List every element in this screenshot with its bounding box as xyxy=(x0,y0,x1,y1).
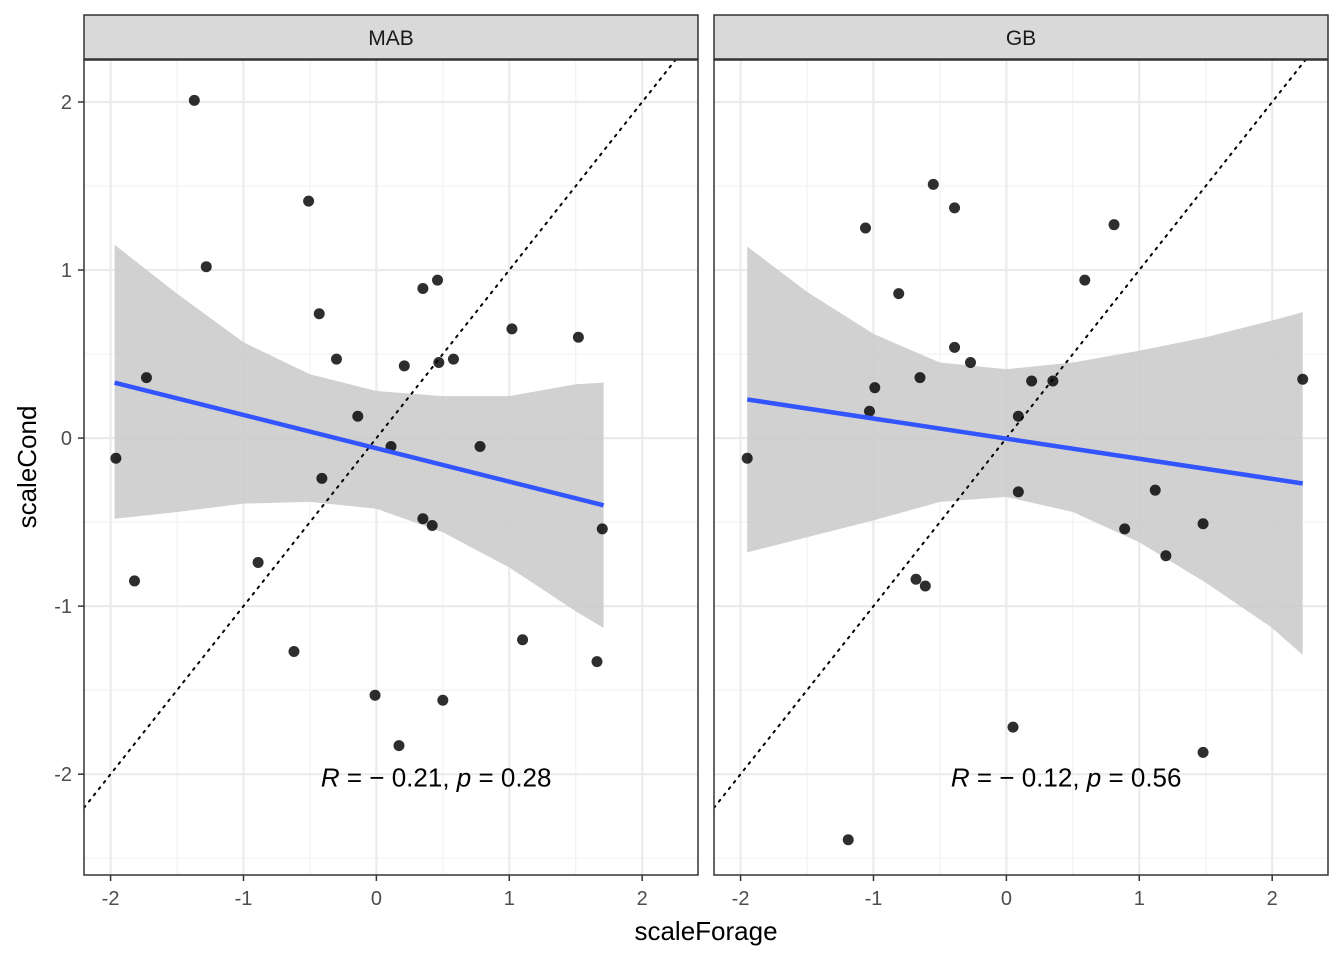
data-point xyxy=(140,372,152,384)
x-tick-label: -2 xyxy=(102,888,120,910)
data-point xyxy=(252,556,264,568)
data-point xyxy=(398,360,410,372)
data-point xyxy=(596,523,608,535)
data-point xyxy=(313,308,325,320)
correlation-annotation: R = − 0.21, p = 0.28 xyxy=(321,763,552,793)
annotation-symbol: p xyxy=(456,763,471,793)
data-point xyxy=(369,689,381,701)
x-tick-label: -2 xyxy=(732,888,750,910)
data-point xyxy=(1197,746,1209,758)
data-point xyxy=(437,694,449,706)
facet-strip xyxy=(713,14,1329,60)
panel-mab: R = − 0.21, p = 0.28 MAB -2 -1 0 1 2 -2 -1 0 1 2 xyxy=(54,14,699,910)
y-tick-label: 2 xyxy=(61,92,72,114)
y-axis-title: scaleCond xyxy=(12,406,42,529)
data-point xyxy=(417,283,429,295)
data-point xyxy=(188,94,200,106)
data-point xyxy=(331,353,343,365)
reference-line-identity xyxy=(84,60,677,809)
data-point xyxy=(1047,375,1059,387)
data-point xyxy=(1108,219,1120,231)
data-point xyxy=(1149,484,1161,496)
data-point xyxy=(1297,373,1309,385)
y-tick-label: 1 xyxy=(61,260,72,282)
data-point xyxy=(914,372,926,384)
data-point xyxy=(417,513,429,525)
correlation-annotation: R = − 0.12, p = 0.56 xyxy=(951,763,1182,793)
facet-strip-label: MAB xyxy=(368,27,414,50)
x-axis-title: scaleForage xyxy=(634,916,777,946)
data-point xyxy=(860,222,872,234)
regression-line xyxy=(114,380,605,508)
data-point xyxy=(433,356,445,368)
data-point xyxy=(432,274,444,286)
x-tick-label: 2 xyxy=(1267,888,1278,910)
data-point xyxy=(842,834,854,846)
x-tick-label: 1 xyxy=(504,888,515,910)
data-point xyxy=(741,452,753,464)
data-point xyxy=(919,580,931,592)
annotation-value: = 0.28 xyxy=(471,763,551,793)
data-point xyxy=(927,178,939,190)
y-tick-label: 0 xyxy=(61,428,72,450)
data-point xyxy=(352,410,364,422)
x-tick-label: 0 xyxy=(371,888,382,910)
data-point xyxy=(1197,518,1209,530)
data-point xyxy=(447,353,459,365)
x-tick-label: -1 xyxy=(235,888,253,910)
data-point xyxy=(1007,721,1019,733)
x-tick-label: -1 xyxy=(865,888,883,910)
data-point xyxy=(910,573,922,585)
data-point xyxy=(949,341,961,353)
data-point xyxy=(1079,274,1091,286)
data-point xyxy=(426,519,438,531)
x-tick-label: 2 xyxy=(637,888,648,910)
data-point xyxy=(572,331,584,343)
data-point xyxy=(110,452,122,464)
regression-line xyxy=(746,397,1304,486)
annotation-symbol: R xyxy=(951,763,970,793)
x-tick-label: 1 xyxy=(1134,888,1145,910)
facet-strip xyxy=(83,14,699,60)
data-point xyxy=(1160,550,1172,562)
data-point xyxy=(517,634,529,646)
annotation-symbol: R xyxy=(321,763,340,793)
annotation-value: = − 0.12, xyxy=(970,763,1087,793)
data-point xyxy=(303,195,315,207)
panel-gb: R = − 0.12, p = 0.56 GB -2 -1 0 1 2 xyxy=(713,14,1329,910)
panel-border xyxy=(83,59,699,876)
data-point xyxy=(949,202,961,214)
x-tick-label: 0 xyxy=(1001,888,1012,910)
data-point xyxy=(1012,486,1024,498)
panel-border xyxy=(713,59,1329,876)
data-point xyxy=(316,472,328,484)
annotation-symbol: p xyxy=(1086,763,1101,793)
annotation-value: = 0.56 xyxy=(1101,763,1181,793)
data-point xyxy=(1026,375,1038,387)
data-point xyxy=(200,261,212,273)
data-point xyxy=(591,656,603,668)
y-tick-label: -2 xyxy=(54,764,72,786)
data-point xyxy=(869,382,881,394)
data-point xyxy=(506,323,518,335)
data-point xyxy=(288,646,300,658)
data-point xyxy=(393,740,405,752)
data-point xyxy=(863,405,875,417)
data-point xyxy=(129,575,141,587)
data-point xyxy=(1119,523,1131,535)
data-point xyxy=(474,440,486,452)
confidence-ribbon xyxy=(114,244,604,629)
data-point xyxy=(1012,410,1024,422)
reference-line-identity xyxy=(714,60,1307,809)
data-point xyxy=(964,356,976,368)
annotation-value: = − 0.21, xyxy=(340,763,457,793)
facet-strip-label: GB xyxy=(1006,27,1036,50)
data-point xyxy=(893,288,905,300)
y-tick-label: -1 xyxy=(54,596,72,618)
